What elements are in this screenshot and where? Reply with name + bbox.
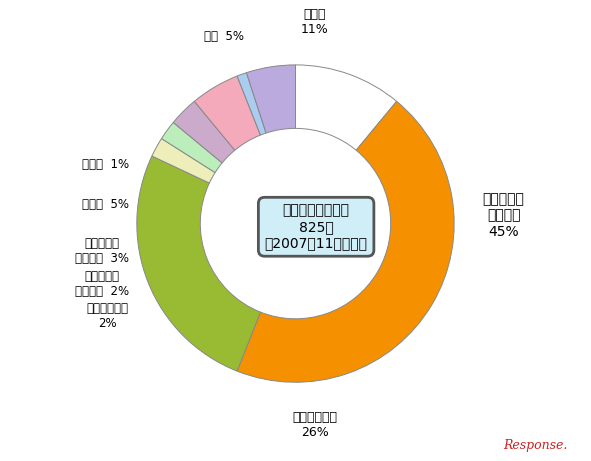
Text: Response.: Response. <box>503 439 567 452</box>
Wedge shape <box>237 73 266 135</box>
Text: 路上  5%: 路上 5% <box>204 30 244 43</box>
Text: 保険金支払い件数
825件
（2007年11月調査）: 保険金支払い件数 825件 （2007年11月調査） <box>265 204 368 250</box>
Wedge shape <box>161 123 222 172</box>
Wedge shape <box>152 139 215 183</box>
Text: 自宅（屋内）
2%: 自宅（屋内） 2% <box>87 301 129 330</box>
Wedge shape <box>137 156 261 371</box>
Text: その他
11%: その他 11% <box>301 8 329 36</box>
Text: 空き地  1%: 空き地 1% <box>82 159 129 171</box>
Text: 契約駐車場
（屋外）
45%: 契約駐車場 （屋外） 45% <box>483 192 525 239</box>
Text: 通勤先  5%: 通勤先 5% <box>82 198 129 211</box>
Text: スーパー・
コンビニ  3%: スーパー・ コンビニ 3% <box>75 236 129 265</box>
Wedge shape <box>296 65 397 150</box>
Text: 契約駐車場
（屋内）  2%: 契約駐車場 （屋内） 2% <box>75 270 129 298</box>
Wedge shape <box>237 101 454 382</box>
Wedge shape <box>173 101 235 163</box>
Text: 自宅（屋外）
26%: 自宅（屋外） 26% <box>292 411 337 439</box>
Wedge shape <box>194 76 261 150</box>
Wedge shape <box>246 65 296 133</box>
